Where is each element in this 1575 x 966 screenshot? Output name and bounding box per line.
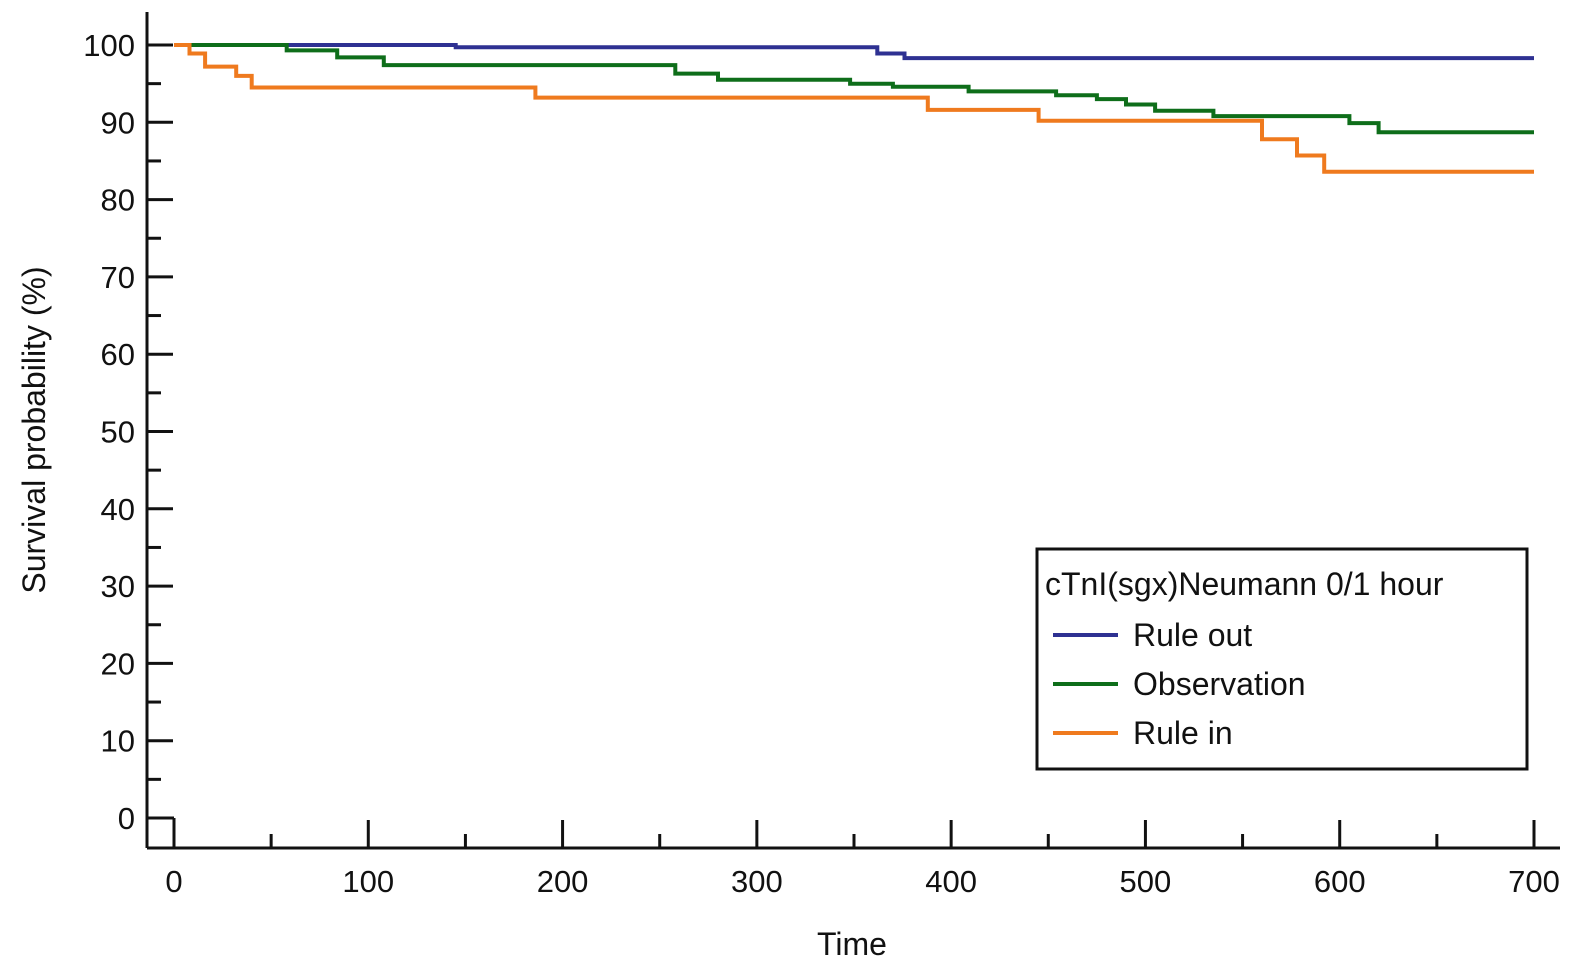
x-axis-title: Time bbox=[817, 926, 887, 962]
x-tick-label-600: 600 bbox=[1314, 864, 1366, 899]
y-tick-label-10: 10 bbox=[101, 724, 135, 759]
y-tick-label-60: 60 bbox=[101, 337, 135, 372]
x-tick-label-400: 400 bbox=[925, 864, 977, 899]
series-line-rule-in bbox=[174, 43, 1534, 174]
series-line-rule-out bbox=[174, 43, 1534, 61]
legend-label-rule-out: Rule out bbox=[1133, 617, 1252, 653]
y-tick-label-50: 50 bbox=[101, 415, 135, 450]
x-tick-label-200: 200 bbox=[537, 864, 589, 899]
series-line-observation bbox=[174, 43, 1534, 135]
y-tick-label-20: 20 bbox=[101, 646, 135, 681]
legend: cTnI(sgx)Neumann 0/1 hour Rule out Observ… bbox=[1035, 547, 1529, 771]
series-lines bbox=[174, 43, 1534, 174]
y-tick-label-0: 0 bbox=[118, 801, 135, 836]
x-tick-label-0: 0 bbox=[165, 864, 182, 899]
legend-title: cTnI(sgx)Neumann 0/1 hour bbox=[1045, 566, 1444, 602]
y-tick-label-70: 70 bbox=[101, 260, 135, 295]
y-tick-label-90: 90 bbox=[101, 105, 135, 140]
x-tick-label-100: 100 bbox=[342, 864, 394, 899]
y-tick-label-100: 100 bbox=[83, 28, 135, 63]
y-tick-label-80: 80 bbox=[101, 183, 135, 218]
legend-label-observation: Observation bbox=[1133, 666, 1306, 702]
y-tick-label-30: 30 bbox=[101, 569, 135, 604]
x-tick-label-700: 700 bbox=[1508, 864, 1560, 899]
x-tick-label-500: 500 bbox=[1120, 864, 1172, 899]
axes: 0 10 20 30 40 50 60 70 80 90 100 0 100 200 300 400 500 60… bbox=[83, 12, 1560, 899]
x-tick-label-300: 300 bbox=[731, 864, 783, 899]
y-axis-title: Survival probability (%) bbox=[16, 266, 52, 593]
y-tick-label-40: 40 bbox=[101, 492, 135, 527]
legend-box bbox=[1035, 547, 1529, 771]
legend-label-rule-in: Rule in bbox=[1133, 715, 1233, 751]
